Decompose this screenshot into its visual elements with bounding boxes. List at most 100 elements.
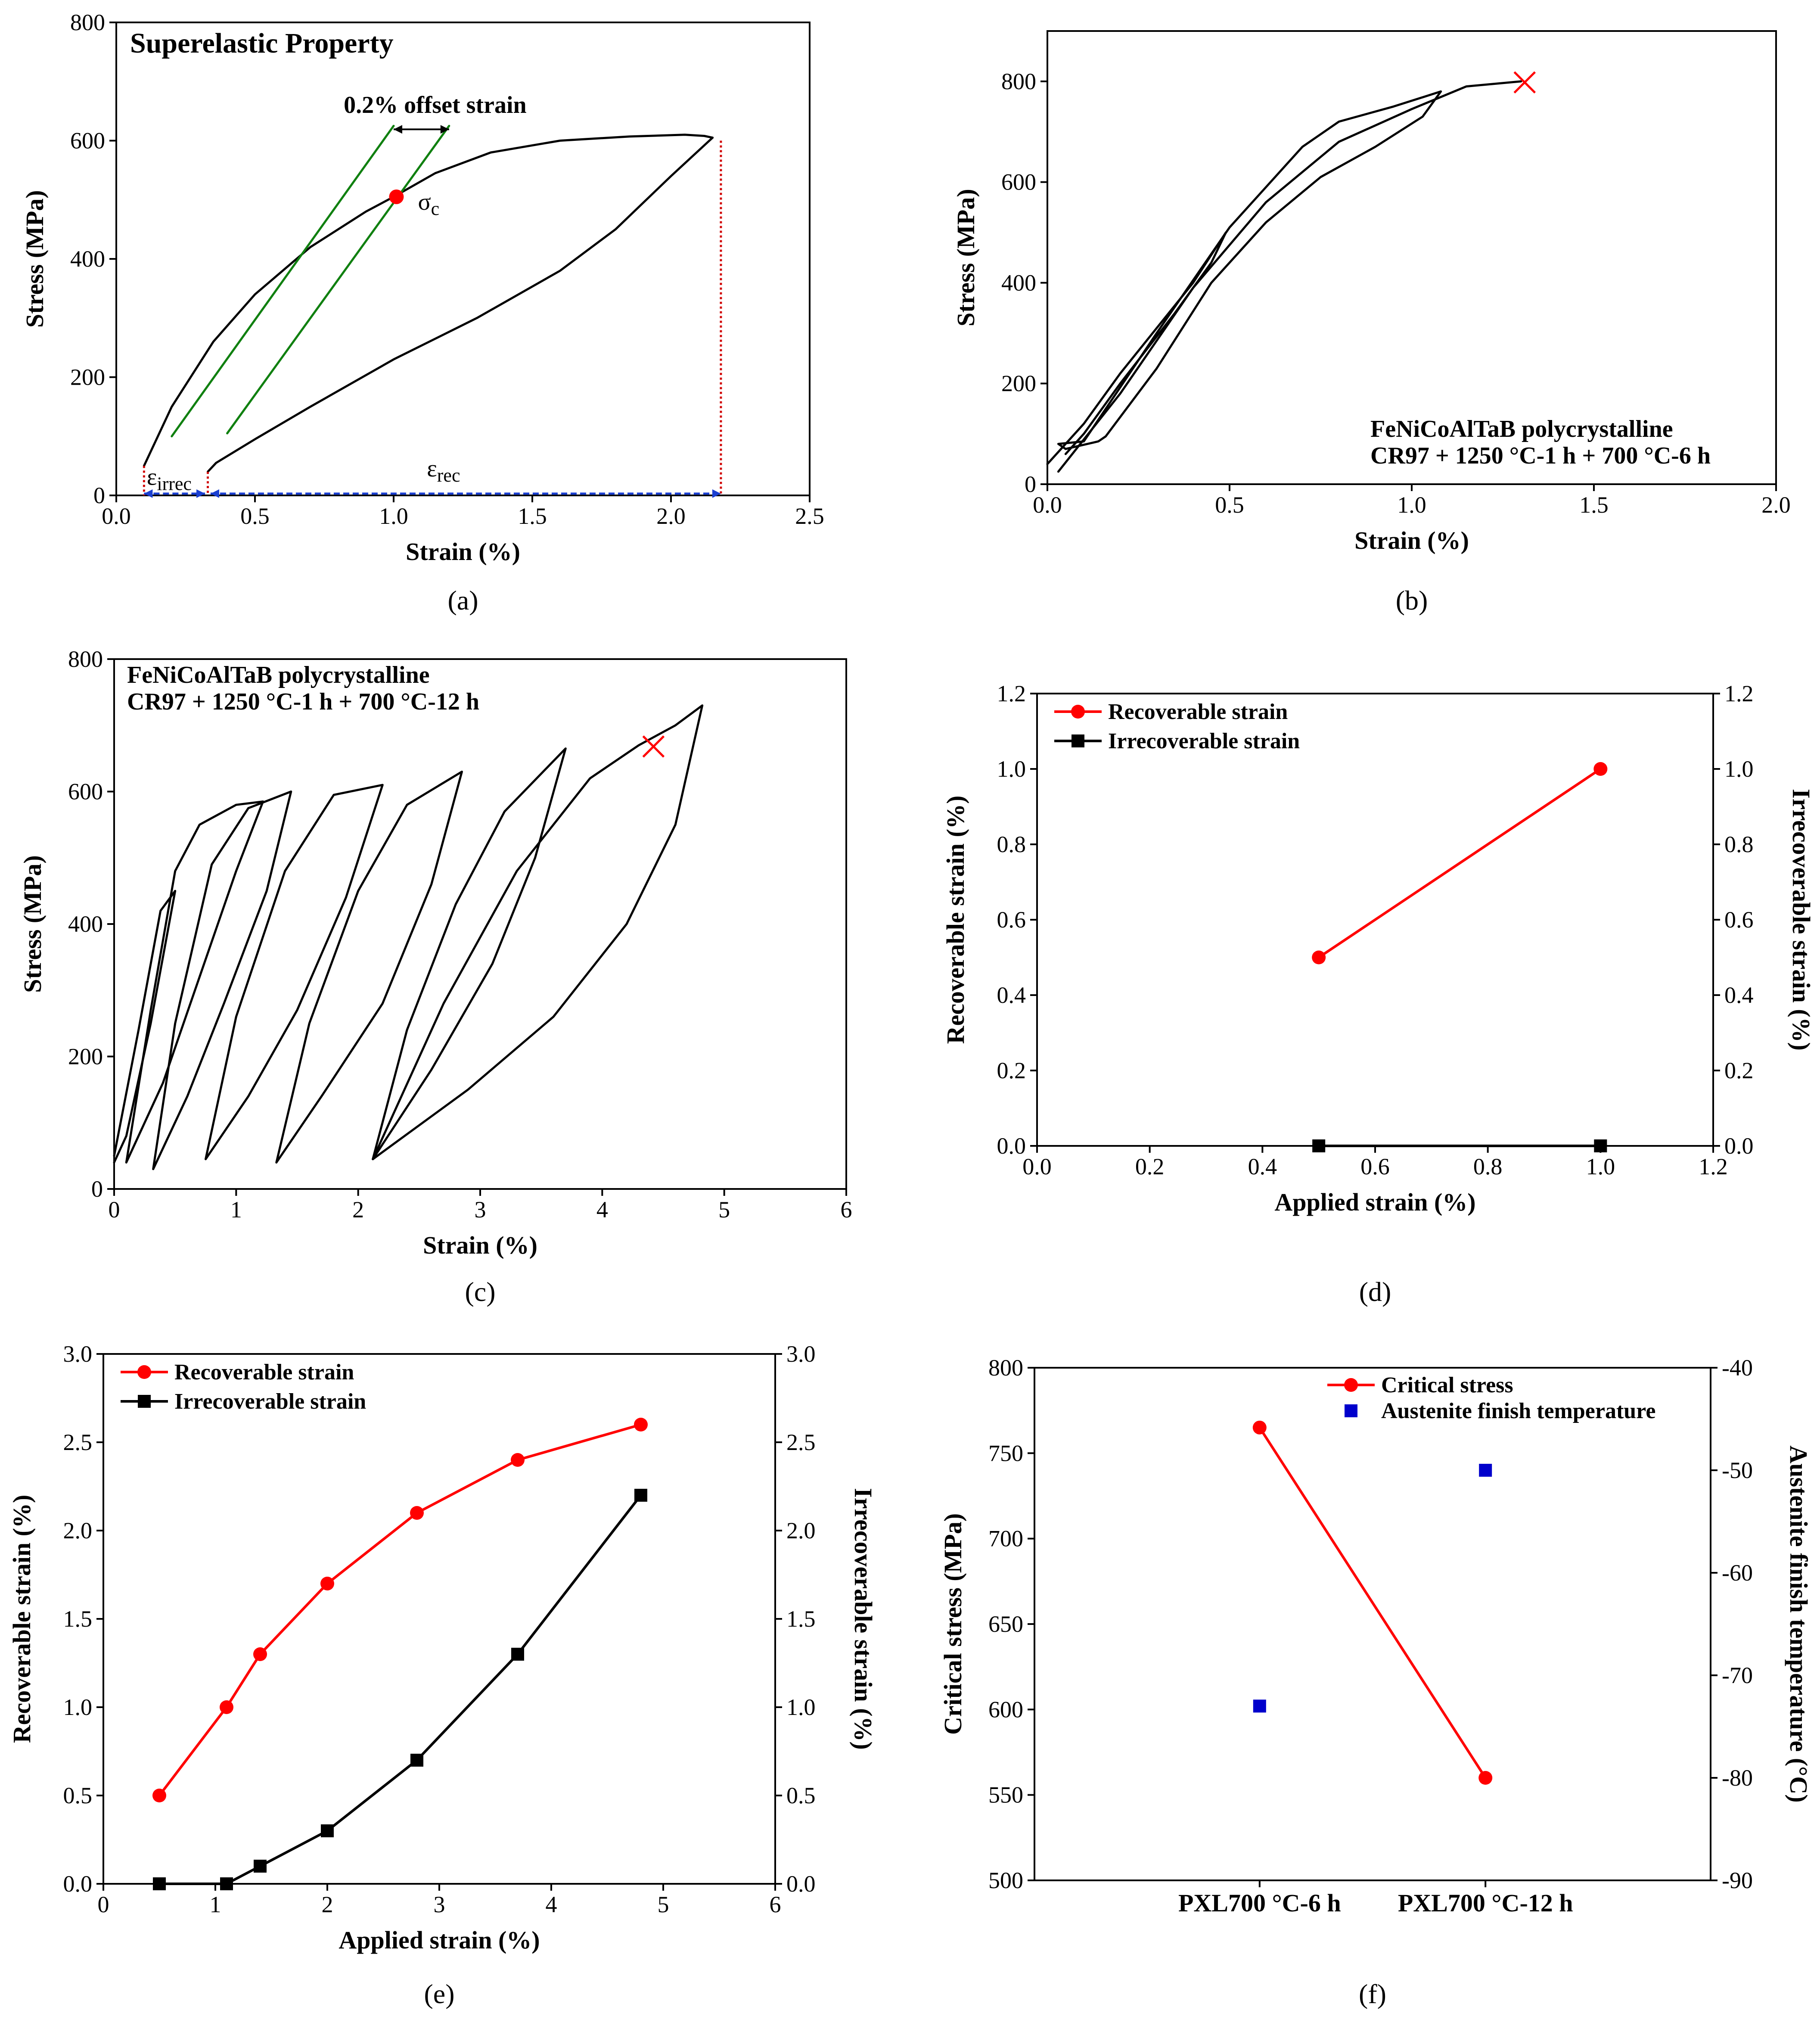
eps-rec-head-right [712,489,721,498]
data-point [320,1577,334,1590]
data-point [511,1648,524,1661]
x-tick-label: 2.0 [1761,492,1791,518]
data-point [410,1506,424,1520]
sigma-c-label-sub: c [431,198,440,219]
y-tick-label: 600 [988,1696,1023,1722]
panel-caption: (a) [447,585,478,616]
eps-irrec-label-base: ε [147,464,157,490]
data-point [321,1824,334,1837]
series-line [152,790,292,1170]
x-tick-label: 0.6 [1360,1154,1390,1179]
data-point [1312,1139,1326,1152]
legend-label: Irrecoverable strain [174,1389,366,1414]
legend-label: Critical stress [1381,1373,1513,1397]
series-line [1317,768,1602,959]
y-right-axis-title: Austenite finish temperature (°C) [1785,1445,1813,1802]
y-right-tick-label: 1.5 [786,1606,816,1632]
series-line [1057,90,1442,450]
specimen-annotation: FeNiCoAlTaB polycrystalline [1370,416,1673,442]
y-tick-label: 0.4 [997,982,1026,1008]
y-right-tick-label: 0.6 [1724,907,1754,933]
y-tick-label: 1.0 [63,1694,93,1720]
data-point [1312,950,1326,965]
y-tick-label: 2.0 [63,1518,93,1543]
y-tick-label: 600 [70,128,105,154]
data-point [220,1700,233,1714]
y-tick-label: 800 [988,1355,1023,1381]
data-point [1593,762,1608,776]
y-tick-label: 3.0 [63,1341,93,1367]
y-tick-label: 0.8 [997,831,1026,857]
data-point [1252,1420,1267,1435]
y-right-tick-label: 0.0 [1724,1133,1754,1159]
y-right-tick-label: 2.5 [786,1429,816,1455]
series-line [1258,1427,1487,1779]
y-tick-label: 600 [1001,169,1036,195]
legend-marker [1345,1404,1357,1417]
y-right-tick-label: 0.4 [1724,982,1754,1008]
sigma-c-label: σc [418,189,439,219]
fracture-marker-stroke-2 [1513,71,1536,93]
y-tick-label: 750 [988,1440,1023,1466]
y-axis-title: Recoverable strain (%) [941,796,969,1044]
specimen-annotation: CR97 + 1250 °C-1 h + 700 °C-12 h [127,688,479,715]
chart-panel-a: 0.0 0.5 1.0 1.5 2.0 2.5 0 200 400 600 800 Strain (%… [21,9,824,616]
legend-label: Austenite finish temperature [1381,1399,1655,1423]
y-right-tick-label: -90 [1722,1867,1753,1893]
x-tick-label: 2.5 [795,503,824,529]
y-right-axis-title: Irrecoverable strain (%) [849,1488,877,1750]
x-tick-label: 6 [770,1892,781,1917]
x-tick-label: 0 [109,1197,120,1223]
y-tick-label: 400 [70,246,105,272]
chart-panel-f: 500 550 600 650 700 750 800 Critical stress (MP… [939,1355,1813,2009]
x-tick-label: 6 [841,1197,852,1223]
series-line [372,704,704,1161]
series-line [205,784,384,1161]
data-point [220,1877,233,1890]
y-axis-title: Critical stress (MPa) [939,1513,967,1735]
y-right-tick-label: 1.0 [786,1694,816,1720]
data-point [153,1877,166,1890]
fracture-marker-stroke-2 [642,735,665,758]
y-tick-label: 2.5 [63,1429,93,1455]
x-tick-label: 0.4 [1248,1154,1277,1179]
x-tick-label: 0.5 [1215,492,1244,518]
y-tick-label: 0.0 [997,1133,1026,1159]
y-right-axis-title: Irrecoverable strain (%) [1787,789,1815,1051]
eps-rec-head-left [210,489,219,498]
critical-stress-point [389,189,404,204]
series-line [226,124,450,435]
offset-strain-label: 0.2% offset strain [344,92,527,118]
y-tick-label: 700 [988,1526,1023,1552]
y-tick-label: 800 [68,646,103,672]
y-tick-label: 0.2 [997,1058,1026,1083]
data-point [410,1754,423,1767]
y-tick-label: 0.0 [63,1871,93,1897]
y-tick-label: 550 [988,1782,1023,1808]
y-tick-label: 1.0 [997,756,1026,782]
data-point [253,1647,267,1661]
y-axis-title: Stress (MPa) [21,190,49,327]
panel-caption: (d) [1359,1276,1391,1307]
series-line [171,124,395,438]
y-right-tick-label: 0.5 [786,1783,816,1808]
data-point [152,1789,166,1802]
y-right-tick-label: 1.0 [1724,756,1754,782]
data-point [634,1418,648,1431]
series-line [1057,80,1522,473]
legend-label: Irrecoverable strain [1108,729,1300,753]
chart-panel-d: 0.0 0.2 0.4 0.6 0.8 1.0 1.20.00.20.40.60.81.01… [941,681,1815,1307]
y-right-tick-label: 2.0 [786,1518,816,1543]
legend-marker [1071,705,1085,719]
x-tick-label: 2 [322,1892,333,1917]
y-tick-label: 400 [1001,270,1036,296]
x-tick-label: 3 [434,1892,445,1917]
data-point [1594,1139,1607,1152]
x-tick-label: 1.2 [1699,1154,1728,1179]
series-line [113,890,177,1164]
eps-rec-label-base: ε [427,455,437,482]
y-tick-label: 1.5 [63,1606,93,1632]
data-point [1479,1464,1492,1477]
x-tick-label: 2.0 [656,503,686,529]
y-tick-label: 0 [93,482,105,508]
